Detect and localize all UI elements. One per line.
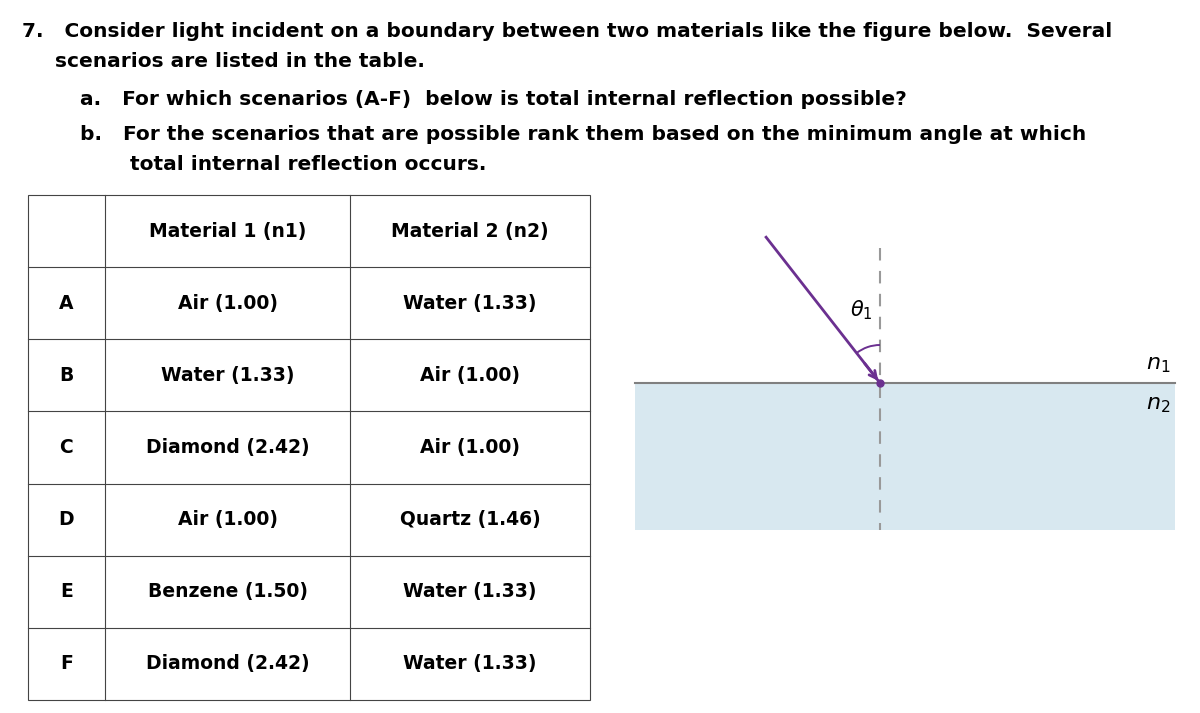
Text: Air (1.00): Air (1.00) — [420, 366, 520, 385]
Text: Quartz (1.46): Quartz (1.46) — [400, 510, 540, 529]
Text: Benzene (1.50): Benzene (1.50) — [148, 583, 307, 601]
Text: scenarios are listed in the table.: scenarios are listed in the table. — [55, 52, 425, 71]
Text: Air (1.00): Air (1.00) — [178, 294, 277, 313]
Text: $n_1$: $n_1$ — [1146, 355, 1170, 375]
Text: Water (1.33): Water (1.33) — [403, 583, 536, 601]
Text: Air (1.00): Air (1.00) — [178, 510, 277, 529]
Text: Material 2 (n2): Material 2 (n2) — [391, 222, 548, 240]
Text: B: B — [59, 366, 73, 385]
Text: $n_2$: $n_2$ — [1146, 395, 1170, 415]
Text: Water (1.33): Water (1.33) — [403, 655, 536, 674]
Bar — [28, 195, 590, 700]
Text: Diamond (2.42): Diamond (2.42) — [145, 655, 310, 674]
Text: E: E — [60, 583, 73, 601]
Text: Material 1 (n1): Material 1 (n1) — [149, 222, 306, 240]
Text: Water (1.33): Water (1.33) — [161, 366, 294, 385]
Bar — [635, 383, 1175, 530]
Text: D: D — [59, 510, 74, 529]
Text: Air (1.00): Air (1.00) — [420, 438, 520, 457]
Text: A: A — [59, 294, 73, 313]
Text: C: C — [60, 438, 73, 457]
Text: b.   For the scenarios that are possible rank them based on the minimum angle at: b. For the scenarios that are possible r… — [80, 125, 1086, 144]
Text: 7.   Consider light incident on a boundary between two materials like the figure: 7. Consider light incident on a boundary… — [22, 22, 1112, 41]
Text: total internal reflection occurs.: total internal reflection occurs. — [130, 155, 486, 174]
Text: a.   For which scenarios (A-F)  below is total internal reflection possible?: a. For which scenarios (A-F) below is to… — [80, 90, 907, 109]
Text: Water (1.33): Water (1.33) — [403, 294, 536, 313]
Text: F: F — [60, 655, 73, 674]
Text: $\theta_1$: $\theta_1$ — [850, 299, 872, 322]
Text: Diamond (2.42): Diamond (2.42) — [145, 438, 310, 457]
